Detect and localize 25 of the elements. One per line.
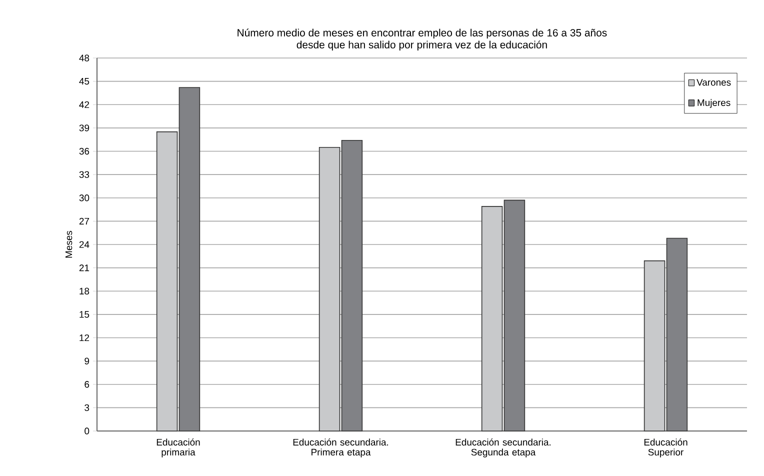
y-tick-label: 33 — [79, 171, 90, 178]
y-tick-label: 42 — [79, 101, 90, 108]
y-tick-label: 0 — [84, 428, 90, 434]
x-tick-label: Educación secundaria. Segunda etapa — [456, 438, 551, 458]
y-tick-label: 6 — [84, 381, 90, 388]
y-tick-label: 39 — [79, 124, 90, 132]
y-tick-label: 30 — [79, 194, 90, 202]
y-tick-label: 36 — [79, 148, 90, 155]
y-tick-label: 48 — [79, 54, 90, 62]
y-tick-label: 27 — [79, 218, 90, 224]
y-tick-label: 15 — [80, 311, 90, 318]
legend-label: Mujeres — [698, 99, 730, 108]
y-tick-label: 18 — [80, 288, 90, 294]
y-tick-label: 12 — [80, 334, 90, 342]
legend-label: Varones — [696, 79, 731, 86]
x-tick-label: Educación secundaria. Primera etapa — [293, 438, 388, 458]
x-tick-label: Educación primaria — [156, 438, 200, 458]
y-axis-title: Meses — [66, 230, 72, 258]
y-tick-label: 9 — [84, 358, 90, 364]
chart-title: Número medio de meses en encontrar empleo de las personas de 16 a 35 años desde que han salido por primera vez de la educación — [238, 28, 607, 50]
y-tick-label: 45 — [79, 78, 90, 85]
x-tick-label: Educación Superior — [644, 438, 688, 458]
y-tick-label: 3 — [84, 404, 90, 412]
y-tick-label: 21 — [79, 264, 90, 272]
y-tick-label: 24 — [79, 241, 90, 248]
